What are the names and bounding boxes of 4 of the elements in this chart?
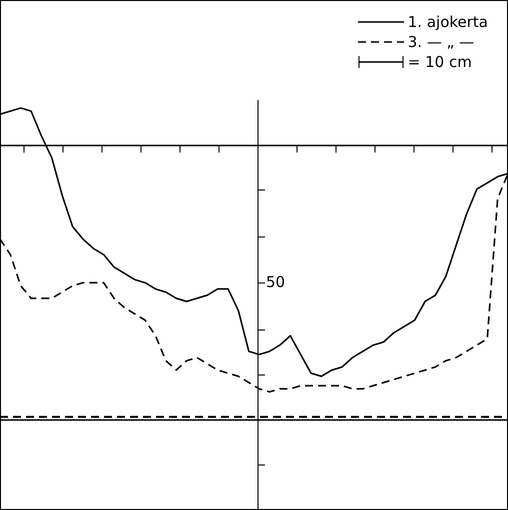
annotation: 50 (266, 273, 286, 291)
legend-label: 1. ajokerta (408, 13, 488, 31)
text: = 10 cm (408, 53, 472, 71)
legend-label: 3. — „ — (408, 33, 474, 51)
